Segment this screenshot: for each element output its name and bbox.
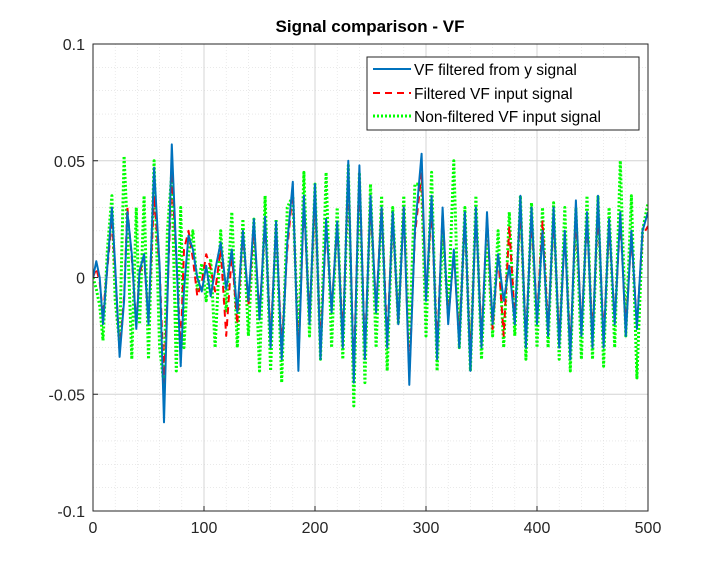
y-tick-label: -0.05 (49, 387, 86, 404)
y-tick-label: 0 (76, 271, 85, 288)
y-tick-label: 0.05 (54, 154, 85, 171)
legend-label-vf-filtered: VF filtered from y signal (414, 62, 577, 79)
x-tick-label: 500 (635, 520, 662, 537)
series-line-0 (93, 143, 648, 424)
x-tick-label: 300 (413, 520, 440, 537)
legend-label-filtered-input: Filtered VF input signal (414, 86, 573, 103)
y-tick-label: -0.1 (57, 504, 85, 521)
x-tick-label: 100 (191, 520, 218, 537)
legend-box (366, 56, 640, 131)
chart-title: Signal comparison - VF (276, 17, 465, 36)
series-layer (93, 143, 648, 424)
x-tick-label: 0 (89, 520, 98, 537)
x-tick-label: 200 (302, 520, 329, 537)
x-axis: 0 100 200 300 400 500 (89, 506, 662, 537)
x-tick-label: 400 (524, 520, 551, 537)
y-tick-label: 0.1 (63, 37, 85, 54)
legend: VF filtered from y signal Filtered VF in… (366, 56, 640, 131)
legend-label-non-filtered-input: Non-filtered VF input signal (414, 109, 601, 126)
y-axis: -0.1 -0.05 0 0.05 0.1 (49, 37, 98, 521)
